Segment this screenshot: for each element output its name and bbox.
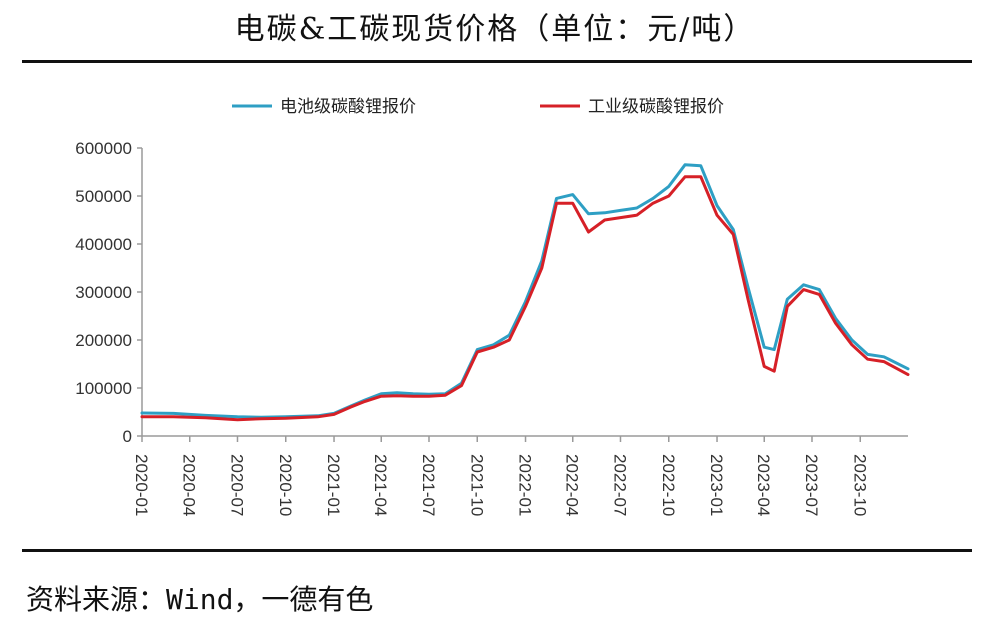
bottom-rule bbox=[22, 549, 972, 552]
y-tick-label: 500000 bbox=[75, 187, 132, 206]
series-line-1 bbox=[140, 163, 910, 419]
x-tick-label: 2022-04 bbox=[563, 454, 582, 516]
legend-label-2: 工业级碳酸锂报价 bbox=[588, 97, 724, 117]
x-tick-label: 2020-01 bbox=[132, 454, 151, 516]
y-tick-label: 400000 bbox=[75, 235, 132, 254]
source-note: 资料来源：Wind，一德有色 bbox=[26, 583, 374, 616]
x-tick-label: 2020-04 bbox=[180, 454, 199, 516]
x-tick-label: 2020-10 bbox=[276, 454, 295, 516]
legend-label-1: 电池级碳酸锂报价 bbox=[280, 97, 416, 117]
y-tick-label: 100000 bbox=[75, 379, 132, 398]
x-tick-label: 2022-10 bbox=[659, 454, 678, 516]
x-tick-label: 2021-01 bbox=[324, 454, 343, 516]
x-tick-label: 2022-07 bbox=[610, 454, 629, 516]
x-tick-label: 2023-01 bbox=[707, 454, 726, 516]
x-tick-label: 2023-04 bbox=[754, 454, 773, 516]
y-tick-label: 600000 bbox=[75, 139, 132, 158]
chart-title: 电碳&工碳现货价格（单位：元/吨） bbox=[234, 12, 756, 47]
y-tick-label: 0 bbox=[123, 427, 132, 446]
x-tick-label: 2020-07 bbox=[227, 454, 246, 516]
x-tick-label: 2022-01 bbox=[516, 454, 535, 516]
x-tick-label: 2023-10 bbox=[850, 454, 869, 516]
y-tick-label: 200000 bbox=[75, 331, 132, 350]
y-tick-label: 300000 bbox=[75, 283, 132, 302]
top-rule bbox=[22, 60, 972, 63]
legend: 电池级碳酸锂报价 工业级碳酸锂报价 bbox=[232, 97, 724, 117]
x-tick-label: 2021-04 bbox=[371, 454, 390, 516]
x-tick-label: 2023-07 bbox=[802, 454, 821, 516]
x-tick-label: 2021-10 bbox=[467, 454, 486, 516]
series-group bbox=[140, 163, 910, 422]
axes: 0 100000 200000 300000 400000 500000 600000 202… bbox=[75, 139, 908, 516]
x-tick-label: 2021-07 bbox=[419, 454, 438, 516]
series-line-2 bbox=[140, 175, 910, 422]
